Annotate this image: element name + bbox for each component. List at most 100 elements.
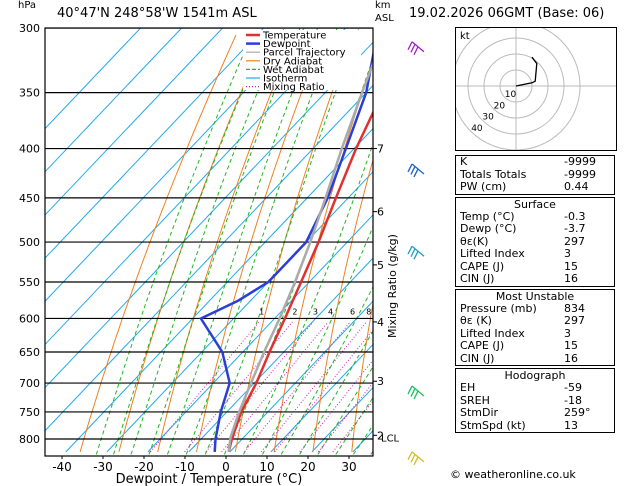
hodo-label: EH: [460, 381, 476, 394]
hodo-value: -18: [564, 393, 582, 407]
pressure-tick-label: 800: [19, 433, 40, 446]
hodo-label: StmSpd (kt): [460, 418, 526, 432]
mixing-ratio-tick-label: 25: [435, 307, 445, 316]
temp-tick-label: 20: [300, 460, 315, 474]
wet-adiabat-line: [204, 28, 360, 455]
temp-tick-label: -10: [175, 460, 195, 474]
wind-barb-flag: [413, 168, 419, 178]
hodo-value: -59: [564, 381, 582, 394]
hodograph-title: Hodograph: [504, 369, 566, 382]
hodograph-unit-label: kt: [460, 31, 470, 42]
wind-barb-flag: [407, 385, 413, 395]
mu-label: Pressure (mb): [460, 301, 537, 315]
mixing-ratio-tick-label: 3: [313, 307, 318, 316]
wind-barb-flag: [413, 390, 419, 400]
plot-frame: [44, 27, 374, 457]
mixing-ratio-tick-label: 2: [292, 307, 297, 316]
isotherm-line: [45, 28, 182, 173]
indices-surface-box: Surface Temp (°C) -0.3 Dewp (°C) -3.7 θε(K) 2…: [455, 196, 615, 287]
surface-row: Dewp (°C) -3.7: [456, 222, 614, 236]
km-tick-label: 2: [377, 429, 384, 442]
mixing-ratio-line: [317, 381, 373, 453]
mu-label: θε (K): [460, 314, 492, 327]
wet-adiabat-line: [185, 28, 338, 455]
temp-tick-label: 10: [259, 460, 274, 474]
surface-label: Dewp (°C): [460, 222, 517, 235]
mu-label: CIN (J): [460, 351, 495, 365]
surface-value: 15: [564, 259, 578, 273]
wind-barb-flag: [407, 245, 413, 255]
legend-label: Dewpoint: [263, 39, 311, 50]
surface-label: Lifted Index: [460, 247, 525, 260]
mixing-ratio-tick-label: 6: [350, 307, 355, 316]
dry-adiabat-line: [351, 301, 373, 452]
hodo-row: StmDir 259°: [456, 406, 614, 420]
pressure-tick-label: 350: [19, 87, 40, 100]
isotherm-line: [65, 127, 373, 453]
index-value: 0.44: [564, 180, 589, 193]
pressure-tick-label: 600: [19, 312, 40, 325]
mixing-ratio-line: [184, 321, 293, 453]
wet-adiabat-line: [130, 28, 285, 455]
hodograph-ring-label: 10: [505, 90, 517, 100]
index-value: -9999: [564, 167, 596, 181]
isotherm-line: [45, 41, 373, 389]
wind-barb-flag: [413, 46, 419, 56]
surface-row: CAPE (J) 15: [456, 259, 614, 274]
wet-adiabat-line: [148, 28, 301, 455]
temp-tick-label: -40: [52, 460, 72, 474]
wind-barb-flag: [410, 388, 416, 397]
hodo-row: SREH -18: [456, 393, 614, 408]
asl-label: ASL: [375, 13, 394, 24]
wind-barb-flag: [410, 248, 416, 258]
hodo-label: StmDir: [460, 406, 499, 419]
surface-value: 297: [564, 234, 585, 248]
hodograph-trace: [515, 56, 538, 87]
hodo-row: EH -59: [456, 381, 614, 395]
mu-value: 3: [564, 326, 571, 340]
hodograph-ring-label: 40: [471, 124, 483, 134]
index-row: PW (cm) 0.44: [456, 180, 614, 194]
surface-row: CIN (J) 16: [456, 272, 614, 286]
pressure-tick-label: 450: [19, 192, 40, 205]
indices-most-unstable-box: Most Unstable Pressure (mb) 834 θε (K) 297 L…: [455, 288, 615, 366]
index-label: K: [460, 155, 468, 168]
wind-barb-flag: [410, 43, 416, 53]
mu-row: CIN (J) 16: [456, 351, 614, 366]
index-label: Totals Totals: [460, 167, 527, 181]
mixing-ratio-line: [150, 321, 260, 453]
wind-barb-flag: [413, 250, 419, 260]
dewpoint-profile: [199, 49, 373, 452]
mixing-ratio-tick-label: 8: [366, 307, 371, 316]
wind-barb-flag: [407, 451, 413, 461]
mu-row: θε (K) 297: [456, 314, 614, 328]
mu-value: 834: [564, 301, 585, 315]
dry-adiabat-line: [618, 35, 629, 452]
mu-row: Lifted Index 3: [456, 326, 614, 341]
wind-barb-flag: [407, 163, 413, 173]
pressure-tick-label: 650: [19, 346, 40, 359]
dry-adiabat-line: [79, 34, 237, 453]
wet-adiabat-line: [223, 57, 373, 455]
hodo-row: StmSpd (kt) 13: [456, 418, 614, 433]
wind-barb-flag: [407, 41, 413, 51]
mu-label: Lifted Index: [460, 326, 525, 340]
legend-label: Temperature: [262, 31, 326, 42]
isotherm-line: [45, 28, 141, 130]
index-row: Totals Totals -9999: [456, 167, 614, 182]
surface-label: Temp (°C): [460, 209, 515, 223]
km-tick-label: 6: [377, 206, 384, 219]
index-label: PW (cm): [460, 180, 507, 193]
dry-adiabat-line: [157, 34, 295, 453]
pressure-tick-label: 500: [19, 236, 40, 249]
x-axis-label: Dewpoint / Temperature (°C): [116, 472, 303, 486]
surface-value: 3: [564, 247, 571, 260]
legend-label: Wet Adiabat: [263, 65, 324, 76]
wind-barb-flag: [413, 456, 419, 466]
surface-label: CAPE (J): [460, 259, 505, 273]
wet-adiabat-line: [95, 28, 256, 455]
mu-label: CAPE (J): [460, 339, 505, 352]
indices-hodograph-box: Hodograph EH -59 SREH -18 StmDir 259° StmSpd (…: [455, 368, 615, 433]
temperature-profile: [227, 109, 373, 453]
